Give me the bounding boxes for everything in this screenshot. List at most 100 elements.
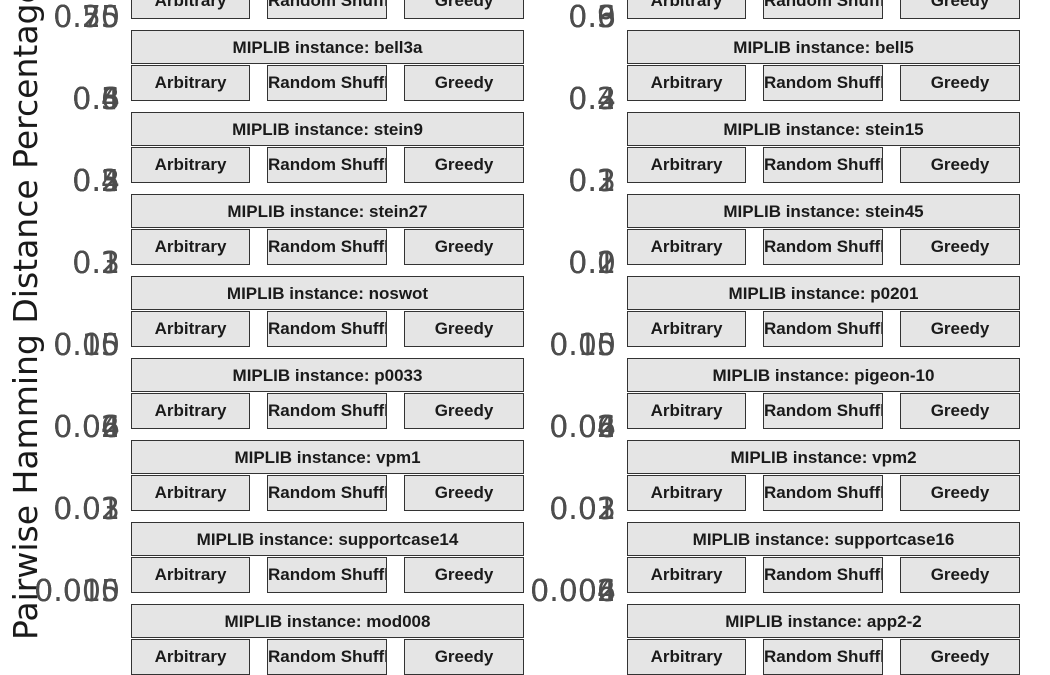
tick-label: 0.05 — [53, 328, 120, 363]
tick-label: 0.04 — [549, 410, 616, 445]
method-strip: Arbitrary — [627, 393, 746, 429]
tick-label: 0.1 — [568, 164, 616, 199]
tick-label-group: 0.002 0.004 0.006 — [516, 574, 616, 614]
method-strip: Greedy — [404, 229, 524, 265]
tick-label: 0.25 — [53, 0, 120, 35]
tick-label-group: 0.01 0.02 0.03 — [20, 492, 120, 532]
method-strip: Greedy — [404, 65, 524, 101]
method-strip: Random Shuffle — [763, 0, 883, 19]
tick-label: 0.2 — [72, 246, 120, 281]
method-strip: Greedy — [404, 311, 524, 347]
tick-label: 0.1 — [568, 246, 616, 281]
tick-label: 0.015 — [34, 574, 120, 609]
tick-label: 0.010 — [34, 574, 120, 609]
method-strip: Greedy — [404, 557, 524, 593]
tick-label: 0.3 — [568, 82, 616, 117]
method-strip: Greedy — [404, 147, 524, 183]
tick-label-group: 0.05 0.10 0.15 — [516, 328, 616, 368]
tick-label: 0.004 — [530, 574, 616, 609]
tick-label: 0.3 — [72, 164, 120, 199]
method-strip: Greedy — [900, 65, 1020, 101]
method-strip: Greedy — [900, 639, 1020, 675]
method-strip: Random Shuffle — [267, 639, 387, 675]
method-strip: Arbitrary — [627, 557, 746, 593]
method-strip: Arbitrary — [131, 65, 250, 101]
tick-label: 0.10 — [53, 328, 120, 363]
method-strip: Arbitrary — [627, 147, 746, 183]
facet-title: MIPLIB instance: vpm1 — [131, 440, 524, 474]
facet-title: MIPLIB instance: pigeon-10 — [627, 358, 1020, 392]
tick-label: 0.4 — [72, 164, 120, 199]
facet-column-left: Arbitrary Random Shuffle Greedy MIPLIB inst… — [131, 0, 526, 675]
method-strip: Random Shuffle — [267, 229, 387, 265]
facet-title: MIPLIB instance: stein15 — [627, 112, 1020, 146]
method-strip: Random Shuffle — [267, 557, 387, 593]
method-strip: Arbitrary — [131, 311, 250, 347]
method-strip: Arbitrary — [131, 393, 250, 429]
method-strip: Greedy — [900, 557, 1020, 593]
method-strip: Greedy — [404, 475, 524, 511]
method-strip: Arbitrary — [131, 229, 250, 265]
method-strip: Random Shuffle — [763, 393, 883, 429]
tick-label: 0.3 — [568, 164, 616, 199]
method-strip: Arbitrary — [627, 639, 746, 675]
tick-label-group: 0.1 0.2 0.3 — [516, 164, 616, 204]
method-strip: Arbitrary — [627, 475, 746, 511]
method-strip: Arbitrary — [131, 0, 250, 19]
method-strip: Greedy — [900, 147, 1020, 183]
tick-label-group: 0.01 0.02 0.03 — [516, 492, 616, 532]
facet-title: MIPLIB instance: p0033 — [131, 358, 524, 392]
tick-label: 0.15 — [549, 328, 616, 363]
method-strip: Random Shuffle — [267, 147, 387, 183]
tick-label: 0.06 — [549, 410, 616, 445]
tick-label: 0.1 — [72, 246, 120, 281]
method-strip: Random Shuffle — [763, 65, 883, 101]
tick-label: 0.005 — [34, 574, 120, 609]
tick-label-group: 0.1 0.2 0.3 — [20, 246, 120, 286]
facet-title: MIPLIB instance: p0201 — [627, 276, 1020, 310]
tick-label: 0.5 — [72, 164, 120, 199]
facet-title: MIPLIB instance: mod008 — [131, 604, 524, 638]
facet-title: MIPLIB instance: noswot — [131, 276, 524, 310]
method-strip: Arbitrary — [627, 229, 746, 265]
tick-label: 0.02 — [53, 410, 120, 445]
tick-label: 0.4 — [72, 82, 120, 117]
tick-label: 0.3 — [72, 82, 120, 117]
method-strip: Arbitrary — [131, 557, 250, 593]
tick-label: 0.02 — [53, 492, 120, 527]
method-strip: Random Shuffle — [763, 639, 883, 675]
tick-label: 0.3 — [568, 0, 616, 35]
method-strip: Random Shuffle — [763, 147, 883, 183]
tick-label: 0.50 — [53, 0, 120, 35]
method-strip: Greedy — [900, 229, 1020, 265]
tick-label-group: 0.3 0.6 0.9 — [516, 0, 616, 40]
tick-label: 0.6 — [568, 0, 616, 35]
method-strip: Arbitrary — [131, 147, 250, 183]
method-strip: Greedy — [900, 393, 1020, 429]
tick-label: 0.2 — [568, 82, 616, 117]
method-strip: Arbitrary — [627, 65, 746, 101]
tick-label: 0.15 — [53, 328, 120, 363]
tick-label-group: 0.02 0.04 0.06 — [516, 410, 616, 450]
tick-label: 0.2 — [568, 246, 616, 281]
tick-label: 0.0 — [568, 246, 616, 281]
tick-label: 0.01 — [549, 492, 616, 527]
method-strip: Arbitrary — [627, 0, 746, 19]
tick-label-group: 0.25 0.50 0.75 — [20, 0, 120, 40]
tick-label-group: 0.02 0.04 0.06 — [20, 410, 120, 450]
tick-label: 0.04 — [53, 410, 120, 445]
facet-title: MIPLIB instance: stein27 — [131, 194, 524, 228]
tick-label-group: 0.0 0.1 0.2 — [516, 246, 616, 286]
facet-title: MIPLIB instance: supportcase14 — [131, 522, 524, 556]
facet-title: MIPLIB instance: stein45 — [627, 194, 1020, 228]
tick-label: 0.2 — [72, 164, 120, 199]
facet-column-right: Arbitrary Random Shuffle Greedy MIPLIB inst… — [627, 0, 1022, 675]
method-strip: Random Shuffle — [763, 229, 883, 265]
tick-label: 0.5 — [72, 82, 120, 117]
tick-label: 0.002 — [530, 574, 616, 609]
facet-title: MIPLIB instance: stein9 — [131, 112, 524, 146]
method-strip: Random Shuffle — [763, 475, 883, 511]
tick-label: 0.02 — [549, 410, 616, 445]
tick-label-group: 0.005 0.010 0.015 — [20, 574, 120, 614]
tick-label: 0.006 — [530, 574, 616, 609]
